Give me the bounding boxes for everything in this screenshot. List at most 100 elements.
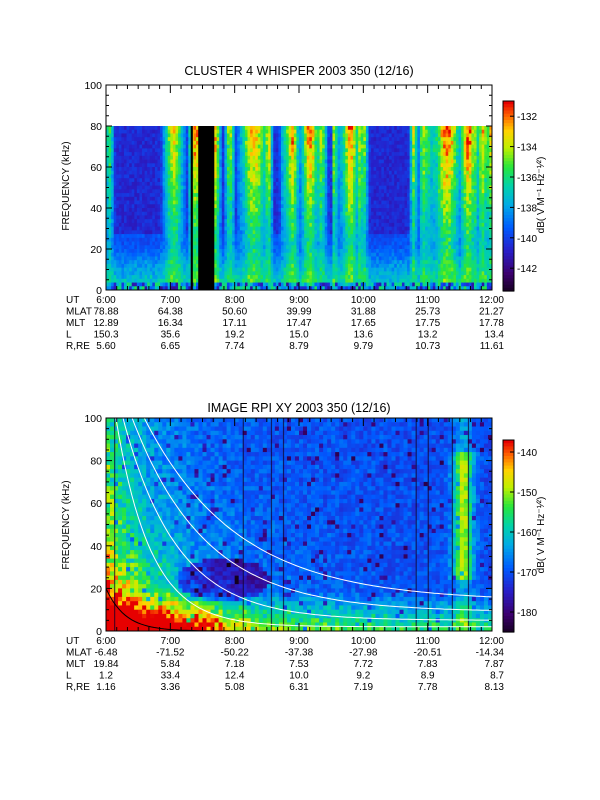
spectrogram-cell bbox=[324, 185, 328, 190]
spectrogram-cell bbox=[275, 178, 279, 183]
spectrogram-cell bbox=[322, 222, 326, 228]
spectrogram-cell bbox=[268, 271, 272, 276]
spectrogram-cell bbox=[178, 278, 182, 283]
spectrogram-cell bbox=[257, 174, 261, 179]
spectrogram-cell bbox=[116, 185, 120, 190]
spectrogram-cell bbox=[365, 144, 369, 149]
spectrogram-cell bbox=[183, 237, 187, 242]
spectrogram-cell bbox=[335, 252, 338, 257]
spectrogram-cell bbox=[360, 133, 364, 138]
spectrogram-cell bbox=[347, 222, 351, 228]
spectrogram-cell bbox=[322, 230, 326, 235]
spectrogram-cell bbox=[147, 275, 151, 280]
spectrogram-cell bbox=[252, 267, 256, 272]
spectrogram-cell bbox=[373, 204, 377, 209]
spectrogram-cell bbox=[288, 222, 292, 228]
spectrogram-cell bbox=[365, 196, 369, 201]
spectrogram-cell bbox=[116, 267, 120, 272]
spectrogram-cell bbox=[229, 208, 233, 213]
spectrogram-cell bbox=[131, 215, 135, 220]
spectrogram-cell bbox=[157, 155, 161, 160]
spectrogram-cell bbox=[322, 234, 326, 239]
spectrogram-cell bbox=[314, 155, 318, 160]
spectrogram-cell bbox=[363, 140, 367, 146]
spectrogram-cell bbox=[216, 256, 220, 261]
spectrogram-cell bbox=[167, 133, 171, 138]
spectrogram-cell bbox=[288, 245, 292, 250]
spectrogram-cell bbox=[113, 185, 117, 190]
spectrogram-cell bbox=[214, 260, 218, 265]
spectrogram-cell bbox=[347, 204, 351, 209]
spectrogram-cell bbox=[129, 211, 133, 216]
spectrogram-cell bbox=[154, 275, 158, 280]
spectrogram-cell bbox=[345, 260, 349, 265]
spectrogram-cell bbox=[247, 152, 251, 157]
spectrogram-cell bbox=[386, 174, 390, 179]
spectrogram-cell bbox=[293, 249, 297, 254]
spectrogram-cell bbox=[386, 282, 390, 287]
spectrogram-cell bbox=[347, 230, 351, 235]
spectrogram-cell bbox=[216, 144, 220, 149]
spectrogram-cell bbox=[371, 133, 375, 138]
spectrogram-cell bbox=[232, 267, 236, 272]
spectrogram-cell bbox=[332, 159, 336, 164]
spectrogram-cell bbox=[234, 282, 238, 287]
spectrogram-cell bbox=[309, 226, 313, 231]
spectrogram-cell bbox=[242, 215, 246, 220]
spectrogram-cell bbox=[386, 234, 390, 239]
spectrogram-cell bbox=[314, 129, 318, 134]
spectrogram-cell bbox=[322, 174, 326, 179]
spectrogram-cell bbox=[342, 189, 346, 194]
spectrogram-cell bbox=[291, 245, 295, 250]
spectrogram-cell bbox=[160, 226, 164, 231]
spectrogram-cell bbox=[304, 148, 308, 153]
spectrogram-cell bbox=[193, 222, 197, 228]
spectrogram-cell bbox=[180, 196, 184, 201]
spectrogram-cell bbox=[116, 144, 120, 149]
spectrogram-cell bbox=[262, 241, 266, 246]
spectrogram-cell bbox=[311, 193, 315, 198]
spectrogram-cell bbox=[188, 260, 192, 265]
spectrogram-cell bbox=[183, 189, 187, 194]
spectrogram-cell bbox=[262, 140, 266, 146]
spectrogram-cell bbox=[381, 129, 385, 134]
spectrogram-cell bbox=[221, 170, 225, 175]
spectrogram-cell bbox=[275, 211, 279, 216]
spectrogram-cell bbox=[327, 185, 331, 190]
spectrogram-cell bbox=[142, 256, 145, 261]
spectrogram-cell bbox=[116, 163, 120, 168]
spectrogram-cell bbox=[304, 230, 308, 235]
spectrogram-cell bbox=[237, 278, 241, 283]
spectrogram-cell bbox=[283, 196, 287, 201]
spectrogram-cell bbox=[237, 170, 241, 175]
spectrogram-cell bbox=[365, 230, 369, 235]
spectrogram-cell bbox=[373, 215, 377, 220]
spectrogram-cell bbox=[317, 252, 320, 257]
spectrogram-cell bbox=[260, 226, 264, 231]
spectrogram-cell bbox=[368, 226, 372, 231]
spectrogram-cell bbox=[268, 234, 272, 239]
spectrogram-cell bbox=[188, 241, 192, 246]
spectrogram-cell bbox=[216, 133, 220, 138]
spectrogram-cell bbox=[286, 140, 290, 146]
spectrogram-cell bbox=[239, 200, 243, 205]
spectrogram-cell bbox=[160, 260, 164, 265]
spectrogram-cell bbox=[185, 260, 189, 265]
spectrogram-cell bbox=[152, 152, 156, 157]
spectrogram-cell bbox=[124, 163, 127, 168]
spectrogram-cell bbox=[144, 245, 148, 250]
spectrogram-cell bbox=[126, 189, 130, 194]
spectrogram-cell bbox=[329, 204, 333, 209]
spectrogram-cell bbox=[363, 245, 367, 250]
spectrogram-cell bbox=[214, 137, 218, 142]
spectrogram-cell bbox=[260, 275, 264, 280]
spectrogram-cell bbox=[108, 178, 112, 183]
spectrogram-cell bbox=[131, 148, 135, 153]
spectrogram-cell bbox=[116, 189, 120, 194]
spectrogram-cell bbox=[129, 286, 133, 290]
spectrogram-cell bbox=[376, 181, 380, 187]
spectrogram-cell bbox=[327, 208, 331, 213]
spectrogram-cell bbox=[311, 181, 315, 187]
spectrogram-cell bbox=[373, 196, 377, 201]
spectrogram-cell bbox=[299, 208, 302, 213]
